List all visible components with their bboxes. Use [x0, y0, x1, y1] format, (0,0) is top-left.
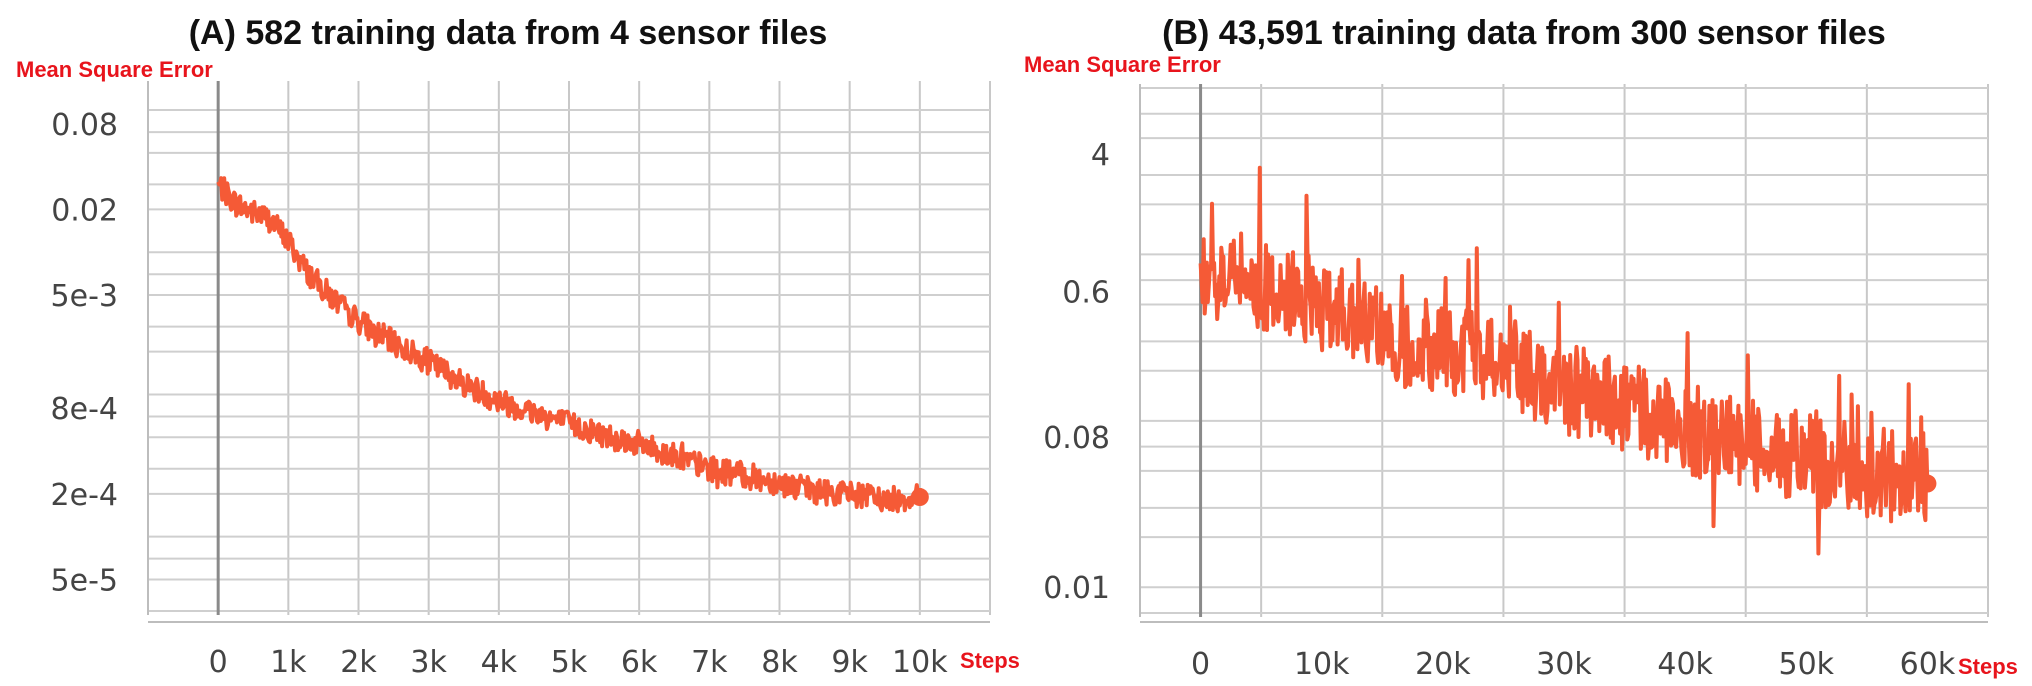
series-end-point — [910, 488, 929, 507]
x-axis-label: Steps — [1958, 654, 2018, 679]
x-tick-label: 10k — [892, 645, 948, 680]
x-tick-label: 7k — [691, 645, 728, 680]
chart-title: (B) 43,591 training data from 300 sensor… — [1162, 14, 1886, 52]
x-tick-label: 3k — [410, 645, 447, 680]
x-tick-label: 1k — [270, 645, 307, 680]
y-axis-label: Mean Square Error — [16, 57, 213, 82]
y-axis-label: Mean Square Error — [1024, 52, 1221, 77]
y-tick-label: 0.01 — [1043, 571, 1110, 606]
chart-panel-a: (A) 582 training data from 4 sensor file… — [16, 14, 1020, 680]
x-tick-label: 30k — [1536, 647, 1592, 682]
x-tick-label: 8k — [761, 645, 798, 680]
x-tick-label: 60k — [1900, 647, 1956, 682]
y-tick-label: 2e-4 — [51, 478, 118, 513]
series-line — [216, 176, 922, 514]
x-tick-label: 10k — [1294, 647, 1350, 682]
y-tick-label: 0.02 — [51, 193, 118, 228]
x-tick-label: 0 — [1191, 647, 1210, 682]
x-tick-label: 50k — [1779, 647, 1835, 682]
x-tick-label: 40k — [1657, 647, 1713, 682]
plot-area: 0.08 0.02 5e-3 8e-4 2e-4 5e-5 0 1k 2k 3k 4k 5k 6k 7k 8… — [51, 81, 1020, 680]
chart-panel-b: (B) 43,591 training data from 300 sensor… — [1016, 0, 2032, 686]
y-tick-label: 5e-3 — [51, 279, 118, 314]
series-end-point — [1918, 474, 1937, 493]
y-tick-label: 0.08 — [1043, 421, 1110, 456]
x-tick-label: 2k — [340, 645, 377, 680]
x-tick-label: 9k — [831, 645, 868, 680]
series-line — [1198, 165, 1930, 556]
x-axis-label: Steps — [960, 648, 1020, 673]
y-tick-label: 0.6 — [1062, 275, 1110, 310]
x-tick-label: 20k — [1415, 647, 1471, 682]
y-tick-label: 8e-4 — [51, 392, 118, 427]
y-tick-label: 4 — [1091, 138, 1110, 173]
chart-title: (A) 582 training data from 4 sensor file… — [188, 14, 828, 52]
x-tick-label: 6k — [621, 645, 658, 680]
x-tick-label: 4k — [481, 645, 518, 680]
x-tick-label: 0 — [209, 645, 228, 680]
x-tick-label: 5k — [551, 645, 588, 680]
y-tick-label: 0.08 — [51, 108, 118, 143]
y-tick-label: 5e-5 — [51, 563, 118, 598]
plot-area: 4 0.6 0.08 0.01 0 10k 20k 30k 40k 50k 60k Steps — [1043, 84, 2018, 682]
